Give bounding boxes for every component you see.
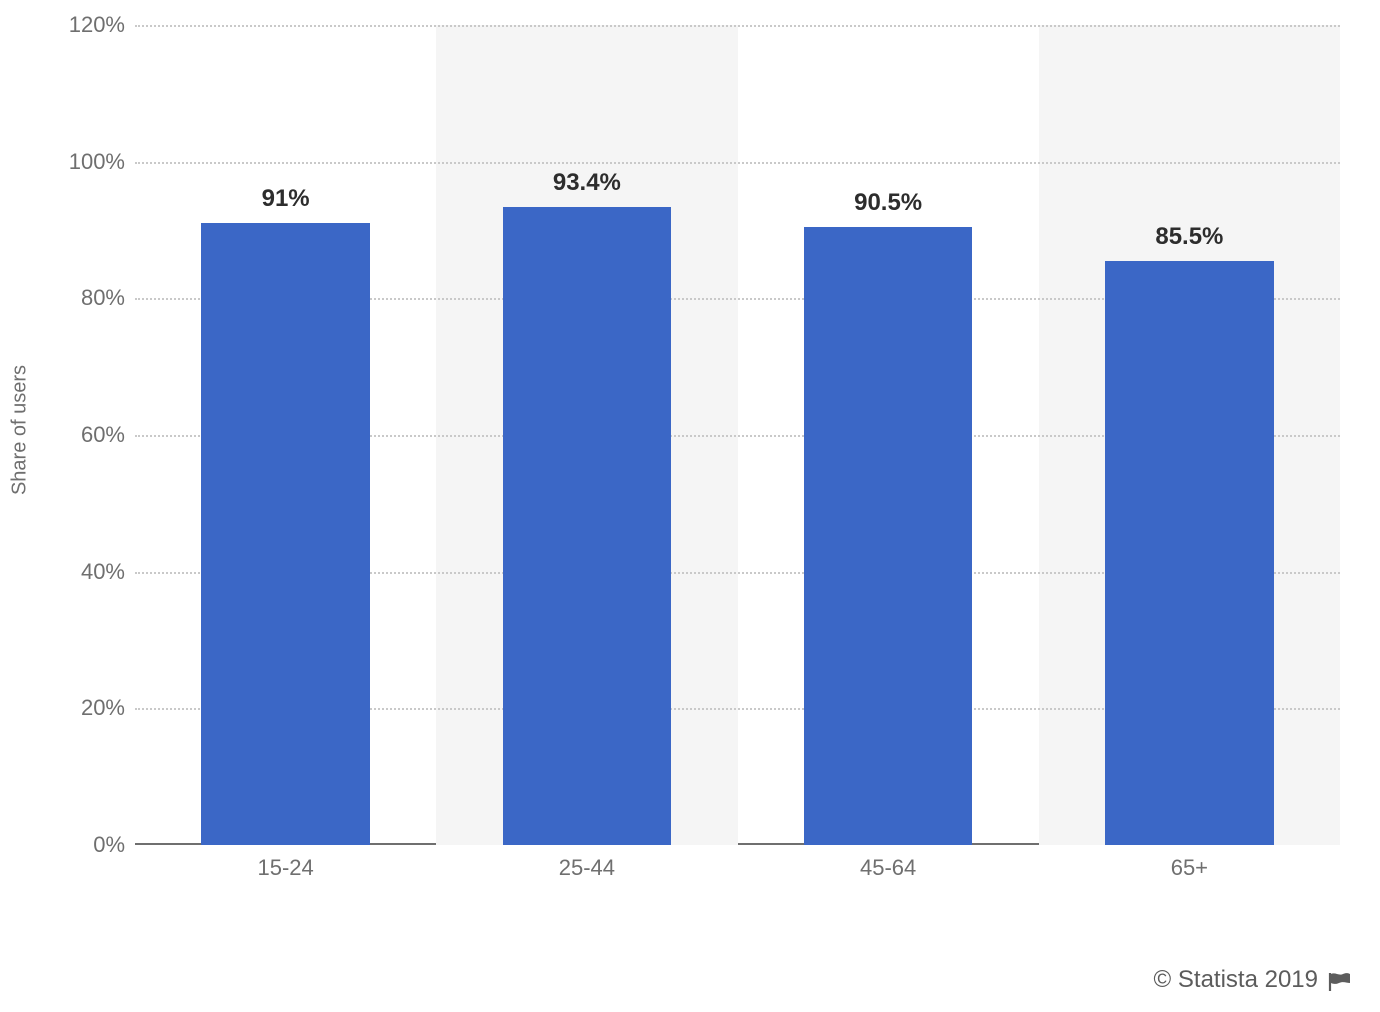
bar-value-label: 93.4% bbox=[553, 169, 621, 197]
attribution-text: © Statista 2019 bbox=[1154, 966, 1318, 994]
x-tick-label: 15-24 bbox=[257, 855, 313, 881]
y-tick-label: 20% bbox=[5, 695, 125, 721]
x-tick-label: 25-44 bbox=[559, 855, 615, 881]
bar-value-label: 90.5% bbox=[854, 189, 922, 217]
y-tick-label: 40% bbox=[5, 559, 125, 585]
bar-value-label: 85.5% bbox=[1155, 223, 1223, 251]
bar-value-label: 91% bbox=[262, 185, 310, 213]
attribution: © Statista 2019 bbox=[1154, 966, 1352, 994]
x-tick-label: 65+ bbox=[1171, 855, 1208, 881]
y-tick-label: 80% bbox=[5, 285, 125, 311]
flag-icon bbox=[1328, 971, 1352, 989]
bar bbox=[201, 223, 370, 845]
y-tick-label: 100% bbox=[5, 149, 125, 175]
plot-area bbox=[135, 25, 1340, 845]
y-tick-label: 0% bbox=[5, 832, 125, 858]
x-tick-label: 45-64 bbox=[860, 855, 916, 881]
y-tick-label: 120% bbox=[5, 12, 125, 38]
gridline bbox=[135, 25, 1340, 27]
bar bbox=[804, 227, 973, 845]
gridline bbox=[135, 162, 1340, 164]
chart-container: Share of users © Statista 2019 0%20%40%6… bbox=[0, 0, 1380, 1012]
bar bbox=[503, 207, 672, 845]
bar bbox=[1105, 261, 1274, 845]
y-tick-label: 60% bbox=[5, 422, 125, 448]
